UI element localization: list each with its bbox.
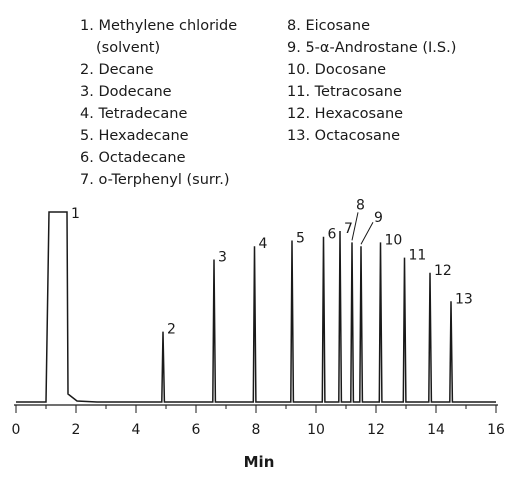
peak-label: 5 bbox=[296, 231, 305, 247]
peak-label: 1 bbox=[71, 206, 80, 222]
peak-label: 13 bbox=[455, 291, 473, 307]
legend-item-1: 1. Methylene chloride bbox=[80, 18, 238, 34]
x-tick-label: 2 bbox=[72, 422, 81, 438]
x-tick-label: 16 bbox=[487, 422, 505, 438]
peak-label: 12 bbox=[434, 263, 452, 279]
legend-item-2: 2. Decane bbox=[80, 62, 154, 78]
peak-label: 3 bbox=[218, 250, 227, 266]
peak-label: 9 bbox=[374, 210, 383, 226]
peak-leader-9 bbox=[360, 221, 374, 245]
legend-item-7: 7. o-Terphenyl (surr.) bbox=[80, 172, 230, 188]
legend-item-8: 8. Eicosane bbox=[287, 18, 371, 34]
x-tick-label: 0 bbox=[12, 422, 21, 438]
peak-label: 7 bbox=[344, 221, 353, 237]
legend-left: 1. Methylene chloride (solvent) 2. Decan… bbox=[80, 15, 237, 191]
peak-label: 2 bbox=[167, 322, 176, 338]
legend-item-13: 13. Octacosane bbox=[287, 128, 401, 144]
peak-label: 8 bbox=[356, 197, 365, 213]
x-tick-label: 12 bbox=[367, 422, 385, 438]
legend-item-6: 6. Octadecane bbox=[80, 150, 186, 166]
peak-label: 4 bbox=[259, 236, 268, 252]
legend-right: 8. Eicosane 9. 5-α-Androstane (I.S.) 10.… bbox=[287, 15, 456, 147]
peak-label: 6 bbox=[328, 227, 337, 243]
x-tick-label: 14 bbox=[427, 422, 445, 438]
peak-label: 11 bbox=[409, 248, 427, 264]
chromatogram-trace bbox=[16, 211, 496, 403]
chromatogram-line bbox=[16, 211, 496, 403]
x-axis-title: Min bbox=[244, 453, 275, 471]
legend-item-4: 4. Tetradecane bbox=[80, 106, 188, 122]
x-tick-label: 6 bbox=[192, 422, 201, 438]
legend-item-10: 10. Docosane bbox=[287, 62, 387, 78]
peak-label: 10 bbox=[385, 232, 403, 248]
x-axis: 0 2 4 6 8 10 12 14 16 bbox=[12, 404, 505, 438]
legend-item-12: 12. Hexacosane bbox=[287, 106, 404, 122]
legend-item-9: 9. 5-α-Androstane (I.S.) bbox=[287, 40, 457, 56]
peak-leader-8 bbox=[351, 212, 359, 241]
x-tick-label: 10 bbox=[307, 422, 325, 438]
legend-item-5: 5. Hexadecane bbox=[80, 128, 189, 144]
legend-item-3: 3. Dodecane bbox=[80, 84, 172, 100]
legend-item-1-note: (solvent) bbox=[96, 40, 161, 56]
x-tick-label: 4 bbox=[132, 422, 141, 438]
legend-item-11: 11. Tetracosane bbox=[287, 84, 402, 100]
x-tick-label: 8 bbox=[252, 422, 261, 438]
